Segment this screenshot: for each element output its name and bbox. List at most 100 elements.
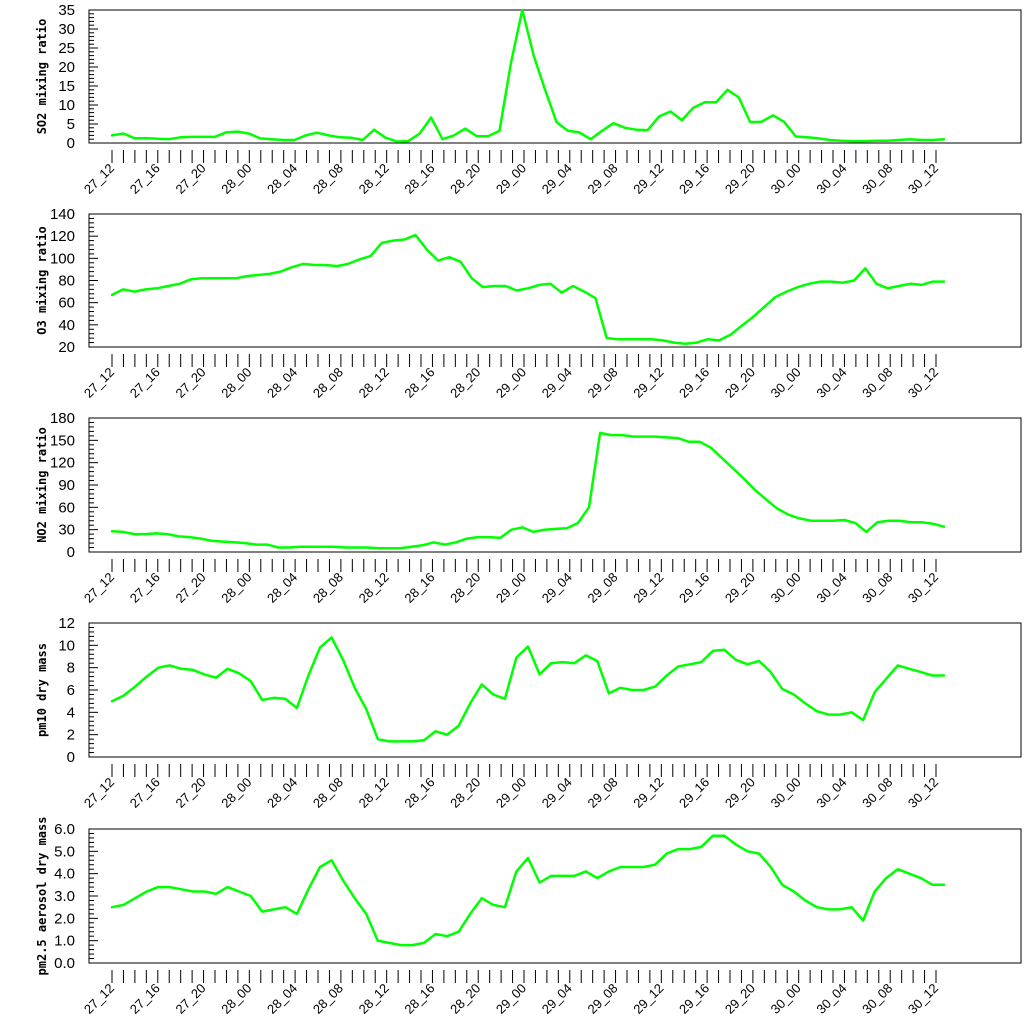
x-tick-label: 29_08 (585, 161, 621, 197)
x-tick-label: 29_16 (676, 365, 712, 401)
x-tick-label: 28_16 (401, 365, 437, 401)
x-tick-label: 29_16 (676, 981, 712, 1017)
x-tick-label: 28_04 (264, 981, 300, 1017)
y-tick-label: 140 (50, 206, 75, 223)
x-tick-label: 29_00 (493, 161, 529, 197)
y-tick-label: 0 (67, 135, 75, 152)
x-tick-label: 28_16 (401, 570, 437, 606)
x-tick-label: 30_12 (905, 161, 941, 197)
x-tick-label: 28_20 (447, 570, 483, 606)
x-tick-label: 28_00 (218, 365, 254, 401)
x-tick-label: 28_20 (447, 161, 483, 197)
y-tick-label: 1.0 (54, 933, 75, 950)
x-tick-label: 29_16 (676, 775, 712, 811)
x-tick-label: 30_04 (813, 981, 849, 1017)
x-tick-label: 30_12 (905, 981, 941, 1017)
series-line (110, 431, 946, 550)
x-tick-label: 30_12 (905, 365, 941, 401)
x-tick-label: 28_20 (447, 775, 483, 811)
plot-frame (88, 828, 1022, 964)
y-tick-label: 40 (58, 317, 75, 334)
y-tick-label: 30 (58, 522, 75, 539)
y-tick-label: 180 (50, 410, 75, 427)
x-tick-label: 29_04 (539, 161, 575, 197)
y-tick-label: 8 (67, 660, 75, 677)
y-tick-label: 3.0 (54, 888, 75, 905)
x-tick-label: 27_12 (81, 981, 117, 1017)
x-tick-label: 30_00 (768, 775, 804, 811)
x-tick-label: 29_04 (539, 775, 575, 811)
x-tick-label: 28_08 (310, 365, 346, 401)
y-tick-label: 120 (50, 228, 75, 245)
y-tick-label: 0 (67, 749, 75, 766)
y-tick-label: 30 (58, 21, 75, 38)
y-tick-label: 6.0 (54, 821, 75, 838)
y-tick-label: 12 (58, 615, 75, 632)
x-tick-label: 27_20 (173, 161, 209, 197)
x-tick-label: 28_16 (401, 775, 437, 811)
x-tick-label: 30_04 (813, 365, 849, 401)
x-tick-label: 28_20 (447, 365, 483, 401)
x-tick-label: 30_08 (859, 775, 895, 811)
x-tick-label: 30_12 (905, 775, 941, 811)
x-tick-label: 30_00 (768, 161, 804, 197)
x-tick-label: 29_16 (676, 570, 712, 606)
x-tick-label: 29_00 (493, 981, 529, 1017)
y-tick-label: 60 (58, 295, 75, 312)
plot-frame (88, 9, 1022, 144)
x-tick-label: 30_08 (859, 365, 895, 401)
x-tick-label: 29_20 (722, 981, 758, 1017)
y-tick-label: 2 (67, 727, 75, 744)
y-tick-label: 10 (58, 637, 75, 654)
x-tick-label: 27_20 (173, 981, 209, 1017)
x-tick-label: 28_04 (264, 570, 300, 606)
x-tick-label: 27_16 (127, 775, 163, 811)
x-tick-label: 28_08 (310, 775, 346, 811)
x-tick-label: 29_20 (722, 775, 758, 811)
y-tick-label: 4 (67, 704, 75, 721)
x-tick-label: 28_00 (218, 775, 254, 811)
x-tick-label: 28_12 (356, 365, 392, 401)
y-tick-label: 0.0 (54, 955, 75, 972)
y-tick-label: 0 (67, 544, 75, 561)
x-tick-label: 30_00 (768, 570, 804, 606)
x-tick-label: 30_08 (859, 161, 895, 197)
x-tick-label: 29_04 (539, 570, 575, 606)
x-tick-label: 28_04 (264, 365, 300, 401)
panel-5: 0.0 1.0 2.0 3.0 4.0 5.0 6.0 pm2.5 aerosol dry m… (35, 817, 1022, 1017)
x-tick-label: 27_16 (127, 365, 163, 401)
x-tick-label: 28_04 (264, 775, 300, 811)
x-tick-label: 28_00 (218, 981, 254, 1017)
x-tick-label: 28_12 (356, 570, 392, 606)
x-tick-label: 30_00 (768, 981, 804, 1017)
y-tick-label: 5 (67, 116, 75, 133)
x-tick-label: 28_16 (401, 161, 437, 197)
panel-1: 0 5 10 15 20 25 30 35 SO2 mixing ratio 27_12 27_16… (35, 2, 1022, 197)
y-tick-label: 120 (50, 455, 75, 472)
y-axis-label: SO2 mixing ratio (35, 19, 49, 135)
y-tick-label: 20 (58, 59, 75, 76)
series-line (110, 834, 946, 947)
x-tick-label: 30_04 (813, 161, 849, 197)
x-tick-label: 29_12 (630, 365, 666, 401)
x-tick-label: 30_12 (905, 570, 941, 606)
x-tick-label: 29_20 (722, 161, 758, 197)
x-tick-label: 29_20 (722, 365, 758, 401)
x-tick-label: 30_08 (859, 981, 895, 1017)
x-tick-label: 29_08 (585, 775, 621, 811)
x-tick-label: 28_12 (356, 775, 392, 811)
x-tick-label: 29_00 (493, 365, 529, 401)
x-tick-label: 27_12 (81, 365, 117, 401)
y-tick-label: 80 (58, 273, 75, 290)
series-line (110, 636, 946, 743)
plot-frame (88, 417, 1022, 553)
x-tick-label: 28_20 (447, 981, 483, 1017)
x-tick-label: 28_00 (218, 570, 254, 606)
x-tick-label: 27_20 (173, 365, 209, 401)
y-axis-label: pm2.5 aerosol dry mass (35, 817, 49, 976)
x-tick-label: 27_16 (127, 161, 163, 197)
x-tick-label: 27_16 (127, 570, 163, 606)
